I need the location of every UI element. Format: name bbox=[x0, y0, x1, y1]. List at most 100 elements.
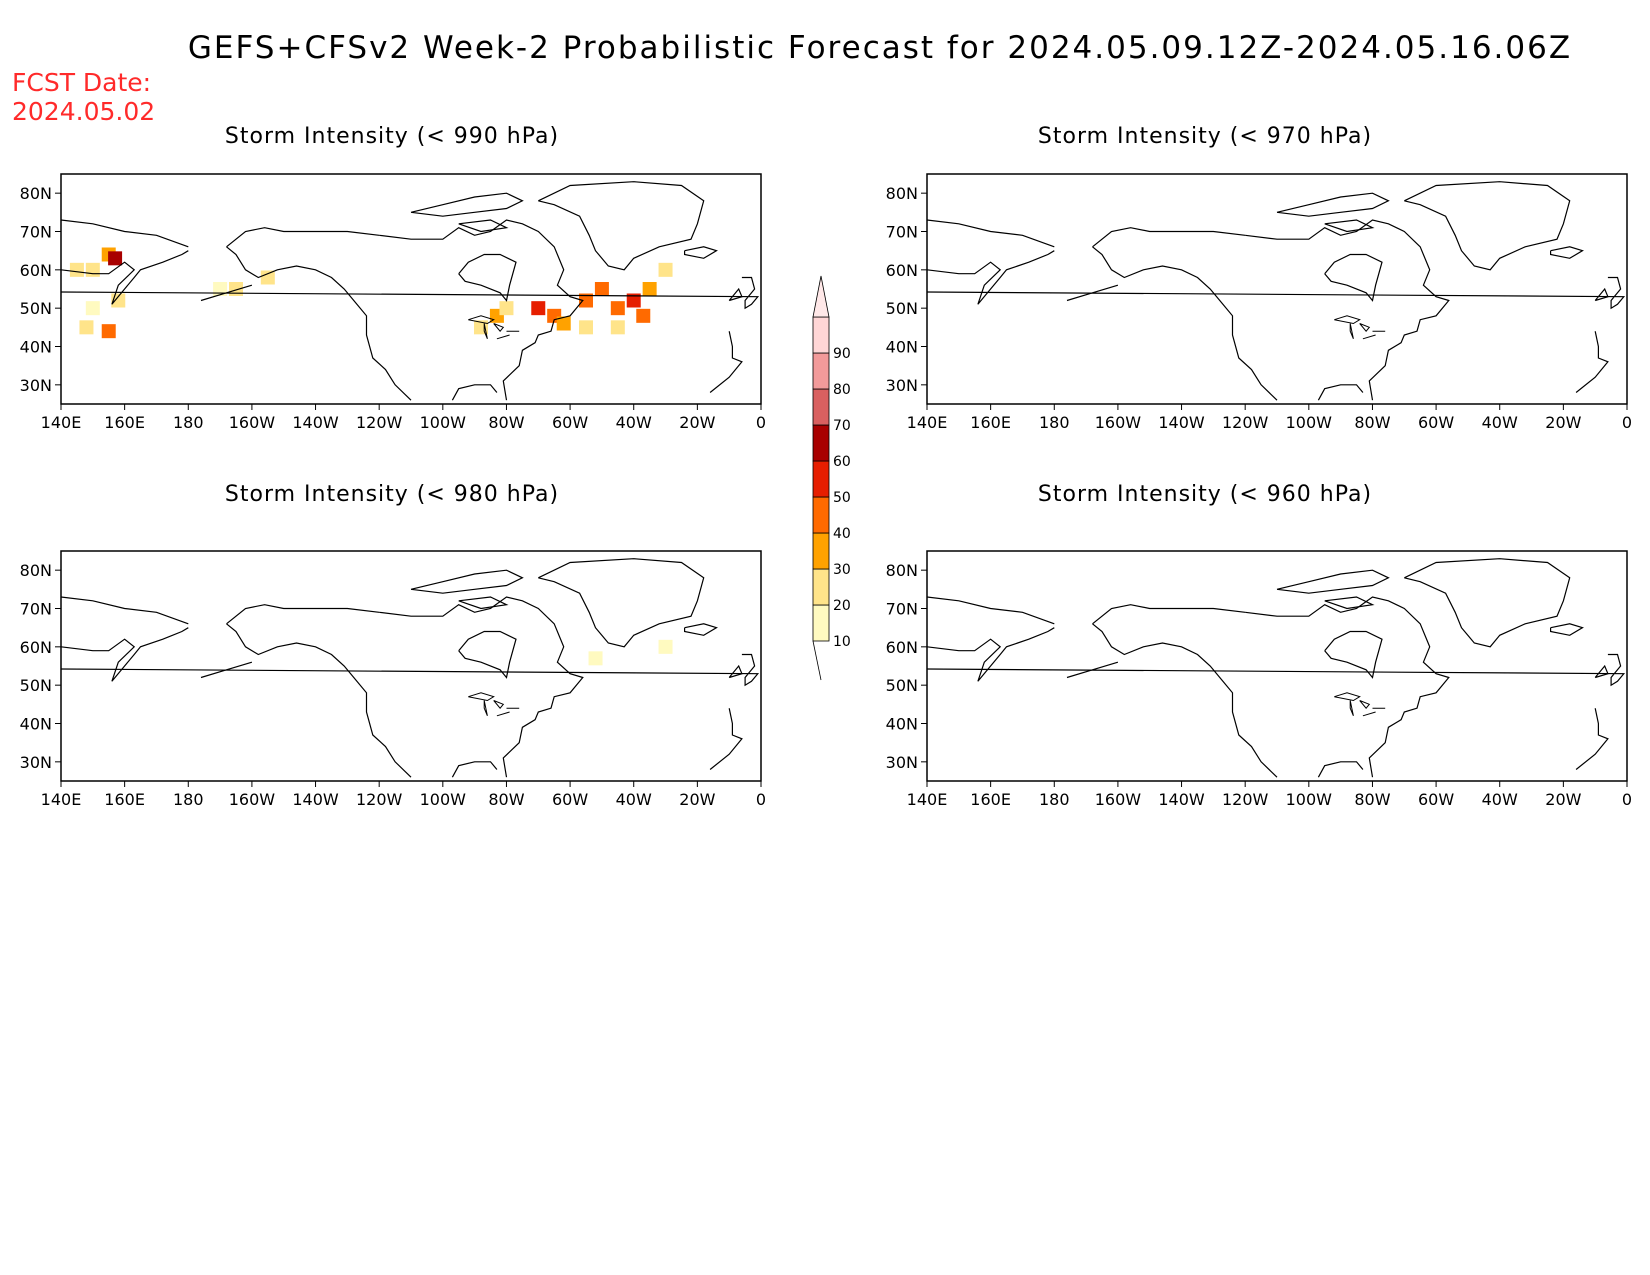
panel-title-970: Storm Intensity (< 970 hPa) bbox=[1037, 124, 1373, 149]
lon-tick-label: 60W bbox=[1418, 790, 1454, 809]
lon-tick-label: 120W bbox=[356, 413, 403, 432]
coastline bbox=[684, 246, 718, 259]
lon-tick-label: 100W bbox=[420, 413, 467, 432]
prob-cell bbox=[531, 301, 546, 316]
coastline bbox=[927, 627, 1055, 682]
coastline bbox=[1324, 596, 1375, 610]
prob-cell bbox=[594, 282, 609, 296]
colorbar-swatch bbox=[812, 496, 830, 534]
lon-tick-label: 20W bbox=[679, 413, 715, 432]
colorbar: 10 20 30 40 50 60 70 80 90 bbox=[812, 275, 851, 681]
lon-tick-label: 180 bbox=[1039, 790, 1070, 809]
coastline bbox=[458, 596, 509, 610]
coastline bbox=[728, 287, 743, 302]
prob-cell bbox=[610, 320, 625, 335]
colorbar-label: 20 bbox=[833, 598, 851, 614]
coastline bbox=[379, 219, 584, 401]
colorbar-label: 80 bbox=[833, 382, 851, 398]
coastline bbox=[1550, 623, 1584, 636]
lon-tick-label: 80W bbox=[1354, 790, 1390, 809]
lon-tick-label: 100W bbox=[420, 790, 467, 809]
panel-title-990: Storm Intensity (< 990 hPa) bbox=[224, 124, 560, 149]
coastline bbox=[379, 596, 584, 778]
map-panel-p990: 140E 160E 180 160W 140W 120W 100W 80W 60W 40W 20W 0… bbox=[20, 173, 766, 432]
coastline bbox=[1324, 219, 1375, 233]
lat-tick-label: 70N bbox=[20, 223, 52, 242]
lon-tick-label: 140W bbox=[1158, 413, 1205, 432]
lon-tick-label: 40W bbox=[616, 413, 652, 432]
coastline bbox=[226, 227, 380, 248]
lon-tick-label: 100W bbox=[1286, 413, 1333, 432]
colorbar-swatch bbox=[812, 388, 830, 426]
lake-outline bbox=[493, 700, 505, 709]
colorbar-label: 60 bbox=[833, 454, 851, 470]
coastline bbox=[1575, 708, 1609, 770]
lon-tick-label: 100W bbox=[1286, 790, 1333, 809]
coastline bbox=[61, 276, 760, 310]
coastline bbox=[1092, 623, 1278, 778]
lat-tick-label: 40N bbox=[886, 715, 918, 734]
lon-tick-label: 160E bbox=[104, 413, 145, 432]
colorbar-label: 90 bbox=[833, 346, 851, 362]
lake-outline bbox=[1334, 315, 1361, 325]
lat-tick-label: 50N bbox=[20, 299, 52, 318]
main-title: GEFS+CFSv2 Week-2 Probabilistic Forecast… bbox=[187, 30, 1573, 66]
coastline bbox=[709, 331, 743, 393]
lat-tick-label: 30N bbox=[20, 753, 52, 772]
map-content-p960 bbox=[927, 558, 1626, 778]
coastline bbox=[226, 623, 412, 778]
lon-tick-label: 120W bbox=[356, 790, 403, 809]
coastline bbox=[1594, 664, 1609, 679]
lon-tick-label: 180 bbox=[1039, 413, 1070, 432]
coastline bbox=[1324, 630, 1383, 679]
lake-outline bbox=[496, 334, 510, 340]
lake-outline bbox=[1362, 334, 1376, 340]
coastline bbox=[458, 630, 517, 679]
prob-cell bbox=[579, 320, 593, 335]
lon-tick-label: 40W bbox=[1482, 413, 1518, 432]
lat-tick-label: 40N bbox=[886, 338, 918, 357]
lon-tick-label: 0 bbox=[1622, 413, 1632, 432]
fcst-date-value: 2024.05.02 bbox=[12, 97, 156, 126]
prob-cell bbox=[610, 301, 625, 316]
colorbar-swatch bbox=[812, 460, 830, 498]
panel-title-980: Storm Intensity (< 980 hPa) bbox=[224, 482, 560, 507]
lon-tick-label: 140E bbox=[907, 413, 948, 432]
lake-outline bbox=[1349, 323, 1354, 339]
lon-tick-label: 160E bbox=[970, 790, 1011, 809]
lat-tick-label: 70N bbox=[886, 223, 918, 242]
lat-tick-label: 50N bbox=[886, 299, 918, 318]
lon-tick-label: 120W bbox=[1222, 790, 1269, 809]
lake-outline bbox=[468, 315, 495, 325]
coastline bbox=[61, 627, 189, 682]
prob-cell bbox=[229, 282, 243, 296]
prob-cell bbox=[579, 293, 593, 308]
lon-tick-label: 20W bbox=[1545, 413, 1581, 432]
coastline bbox=[1092, 604, 1246, 625]
map-content-p990 bbox=[61, 181, 760, 401]
lon-tick-label: 40W bbox=[616, 790, 652, 809]
lat-tick-label: 60N bbox=[20, 638, 52, 657]
lon-tick-label: 140W bbox=[292, 790, 339, 809]
lon-tick-label: 160W bbox=[1095, 790, 1142, 809]
coastline bbox=[1575, 331, 1609, 393]
coastline bbox=[1245, 596, 1450, 778]
lat-tick-label: 50N bbox=[20, 676, 52, 695]
colorbar-swatch bbox=[812, 532, 830, 570]
lon-tick-label: 0 bbox=[756, 790, 766, 809]
prob-cell bbox=[658, 639, 673, 654]
colorbar-label: 70 bbox=[833, 418, 851, 434]
prob-cell bbox=[101, 324, 116, 339]
lake-outline bbox=[1334, 692, 1361, 702]
coastline bbox=[927, 219, 1055, 248]
lake-outline bbox=[1359, 323, 1371, 332]
lat-tick-label: 80N bbox=[20, 561, 52, 580]
prob-cell bbox=[260, 270, 275, 285]
lat-tick-label: 30N bbox=[886, 376, 918, 395]
lon-tick-label: 80W bbox=[488, 413, 524, 432]
prob-cell bbox=[69, 262, 84, 277]
lon-tick-label: 140E bbox=[41, 413, 82, 432]
lat-tick-label: 70N bbox=[20, 600, 52, 619]
coastline bbox=[226, 604, 380, 625]
coastline bbox=[410, 192, 524, 217]
